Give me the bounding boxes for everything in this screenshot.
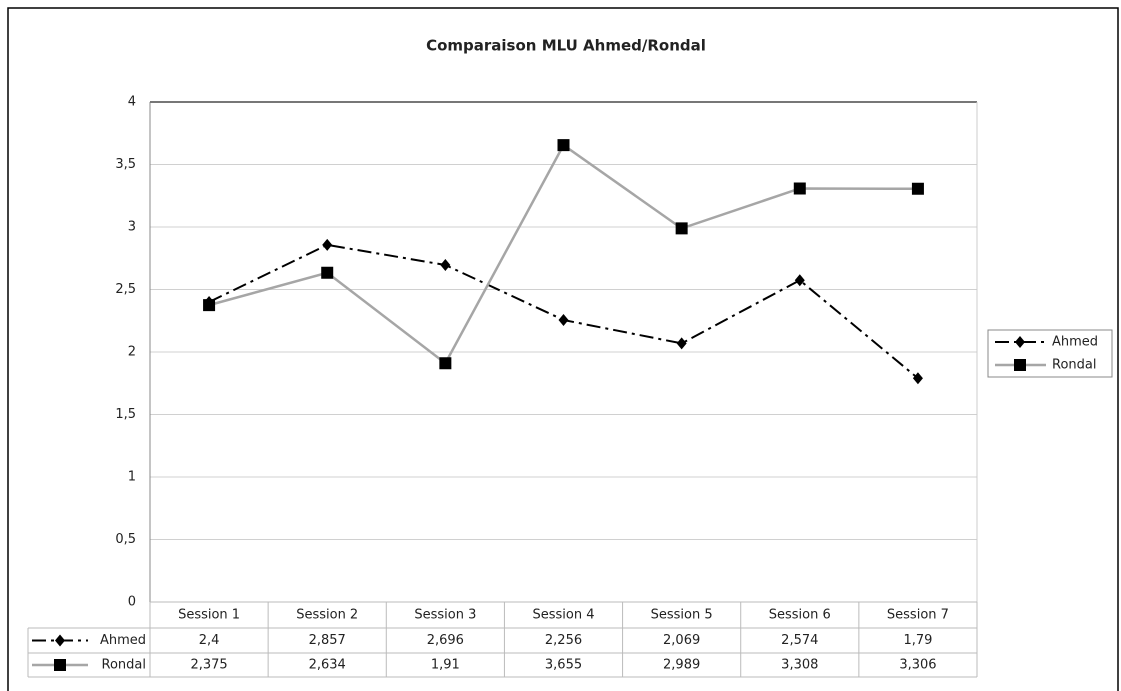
table-value: 3,306 xyxy=(899,658,936,673)
frame xyxy=(7,7,1119,691)
marker xyxy=(557,139,570,152)
y-tick-label: 4 xyxy=(128,95,136,110)
marker xyxy=(1014,359,1026,371)
marker xyxy=(440,259,451,271)
table-value: 1,79 xyxy=(903,633,932,648)
table-value: 2,069 xyxy=(663,633,700,648)
legend-label: Ahmed xyxy=(1052,335,1098,350)
table-value: 2,256 xyxy=(545,633,582,648)
table-value: 1,91 xyxy=(431,658,460,673)
marker xyxy=(794,274,805,287)
series-line xyxy=(208,243,919,380)
legend-label: Rondal xyxy=(1052,358,1096,373)
marker xyxy=(439,357,452,370)
y-tick-label: 0,5 xyxy=(115,532,136,547)
y-tick-label: 0 xyxy=(128,595,136,610)
x-tick-label: Session 7 xyxy=(887,608,949,623)
x-tick-label: Session 2 xyxy=(296,608,358,623)
table-value: 3,308 xyxy=(781,658,818,673)
marker xyxy=(55,634,65,647)
table-value: 2,696 xyxy=(427,633,464,648)
table-series-name: Rondal xyxy=(102,658,146,673)
y-tick-label: 1,5 xyxy=(115,407,136,422)
legend-box xyxy=(987,329,1113,378)
x-tick-label: Session 4 xyxy=(532,608,594,623)
marker xyxy=(322,238,333,251)
table-value: 2,4 xyxy=(199,633,220,648)
marker xyxy=(675,222,688,235)
y-tick-label: 1 xyxy=(128,470,136,485)
marker xyxy=(911,182,924,195)
y-tick-label: 2 xyxy=(128,345,136,360)
table-value: 3,655 xyxy=(545,658,582,673)
table-value: 2,634 xyxy=(309,658,346,673)
series-line xyxy=(208,143,918,366)
x-tick-label: Session 3 xyxy=(414,608,476,623)
x-tick-label: Session 6 xyxy=(769,608,831,623)
marker xyxy=(321,266,334,279)
marker xyxy=(1015,336,1025,348)
marker xyxy=(54,659,66,671)
y-tick-label: 3 xyxy=(128,220,136,235)
x-tick-label: Session 5 xyxy=(651,608,713,623)
table-value: 2,375 xyxy=(190,658,227,673)
marker xyxy=(793,182,806,195)
y-tick-label: 3,5 xyxy=(115,157,136,172)
x-tick-label: Session 1 xyxy=(178,608,240,623)
chart-title: Comparaison MLU Ahmed/Rondal xyxy=(426,37,706,55)
marker xyxy=(912,372,923,385)
marker xyxy=(203,299,216,312)
marker xyxy=(676,337,687,350)
table-value: 2,857 xyxy=(309,633,346,648)
marker xyxy=(558,314,569,326)
table-series-name: Ahmed xyxy=(100,633,146,648)
table-value: 2,574 xyxy=(781,633,818,648)
table-value: 2,989 xyxy=(663,658,700,673)
y-tick-label: 2,5 xyxy=(115,282,136,297)
